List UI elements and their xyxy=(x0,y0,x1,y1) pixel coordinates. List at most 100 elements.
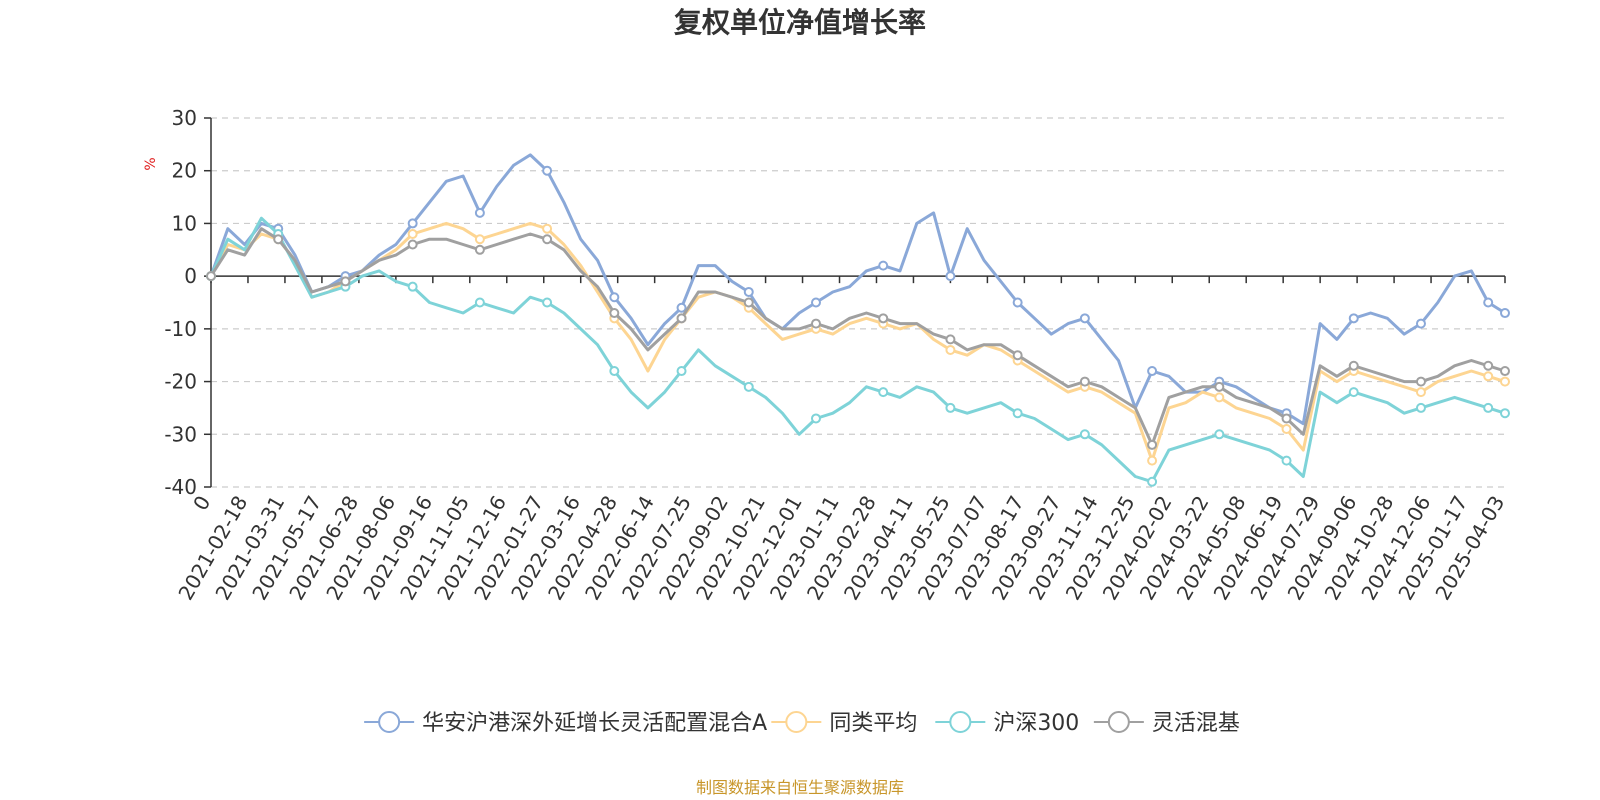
data-point xyxy=(340,276,351,287)
legend-label: 灵活混基 xyxy=(1152,711,1240,736)
data-point xyxy=(273,234,284,245)
data-point xyxy=(1079,376,1090,387)
data-point xyxy=(945,402,956,413)
data-point xyxy=(474,207,485,218)
y-tick-label: -30 xyxy=(164,422,197,446)
data-point xyxy=(542,297,553,308)
data-point xyxy=(542,165,553,176)
data-point xyxy=(810,318,821,329)
data-point xyxy=(609,292,620,303)
y-tick-label: -40 xyxy=(164,475,197,499)
data-point xyxy=(1281,413,1292,424)
data-point xyxy=(1214,392,1225,403)
data-point xyxy=(743,381,754,392)
y-tick-label: -10 xyxy=(164,317,197,341)
data-point xyxy=(1415,376,1426,387)
data-point xyxy=(1147,366,1158,377)
y-tick-label: 10 xyxy=(172,211,197,235)
data-point xyxy=(1214,381,1225,392)
data-point xyxy=(1012,408,1023,419)
series-0 xyxy=(206,153,1510,426)
data-point xyxy=(676,366,687,377)
data-point xyxy=(878,260,889,271)
chart-title: 复权单位净值增长率 xyxy=(674,6,926,39)
data-point xyxy=(542,223,553,234)
y-axis-unit: % xyxy=(143,157,159,170)
data-point xyxy=(945,271,956,282)
data-point xyxy=(1500,376,1510,387)
data-point xyxy=(1415,402,1426,413)
series-line xyxy=(209,153,1507,426)
y-tick-label: 0 xyxy=(184,264,197,288)
data-point xyxy=(1483,402,1494,413)
data-point xyxy=(474,234,485,245)
data-point xyxy=(474,244,485,255)
data-point xyxy=(1348,360,1359,371)
data-point xyxy=(407,239,418,250)
data-point xyxy=(1483,360,1494,371)
data-point xyxy=(1012,297,1023,308)
legend-item[interactable]: 同类平均 xyxy=(771,711,917,736)
data-point xyxy=(810,413,821,424)
data-point xyxy=(407,228,418,239)
data-point xyxy=(945,344,956,355)
series-2 xyxy=(206,216,1510,487)
axes: -40-30-20-10010203002021-02-182021-03-31… xyxy=(164,106,1509,604)
data-point xyxy=(1483,297,1494,308)
data-point xyxy=(1500,408,1510,419)
data-point xyxy=(1348,387,1359,398)
x-tick-label: 0 xyxy=(188,492,215,515)
legend-label: 沪深300 xyxy=(993,711,1079,736)
series-lines xyxy=(206,153,1510,487)
data-point xyxy=(1415,318,1426,329)
data-point xyxy=(878,387,889,398)
data-point xyxy=(1079,429,1090,440)
data-point xyxy=(1147,476,1158,487)
legend-marker xyxy=(1107,711,1130,733)
data-point xyxy=(1500,366,1510,377)
data-point xyxy=(743,286,754,297)
data-point xyxy=(407,218,418,229)
data-point xyxy=(474,297,485,308)
data-point xyxy=(1147,439,1158,450)
data-point xyxy=(743,297,754,308)
data-point xyxy=(1281,424,1292,435)
legend-label: 同类平均 xyxy=(829,711,917,736)
data-point xyxy=(945,334,956,345)
data-point xyxy=(676,313,687,324)
series-line xyxy=(209,216,1507,484)
legend-marker xyxy=(785,711,808,733)
data-point xyxy=(1214,429,1225,440)
legend-label: 华安沪港深外延增长灵活配置混合A xyxy=(422,711,767,736)
legend-marker xyxy=(378,711,401,733)
y-tick-label: 20 xyxy=(172,159,197,183)
data-point xyxy=(676,302,687,313)
data-point xyxy=(1281,455,1292,466)
data-point xyxy=(1500,308,1510,319)
source-note: 制图数据来自恒生聚源数据库 xyxy=(696,778,904,797)
data-point xyxy=(1483,371,1494,382)
y-tick-label: -20 xyxy=(164,370,197,394)
data-point xyxy=(878,313,889,324)
data-point xyxy=(206,271,216,282)
legend-item[interactable]: 灵活混基 xyxy=(1093,711,1240,736)
data-point xyxy=(609,366,620,377)
series-3 xyxy=(206,227,1510,450)
legend-marker xyxy=(949,711,972,733)
series-line xyxy=(209,221,1507,463)
data-point xyxy=(1415,387,1426,398)
data-point xyxy=(609,308,620,319)
y-tick-label: 30 xyxy=(172,106,197,130)
legend-item[interactable]: 沪深300 xyxy=(935,711,1079,736)
data-point xyxy=(1147,455,1158,466)
data-point xyxy=(1079,313,1090,324)
legend: 华安沪港深外延增长灵活配置混合A 同类平均 沪深300 灵活混基 xyxy=(364,711,1240,736)
data-point xyxy=(810,297,821,308)
data-point xyxy=(1012,350,1023,361)
data-point xyxy=(1348,313,1359,324)
data-point xyxy=(542,234,553,245)
data-point xyxy=(407,281,418,292)
legend-item[interactable]: 华安沪港深外延增长灵活配置混合A xyxy=(364,711,767,736)
